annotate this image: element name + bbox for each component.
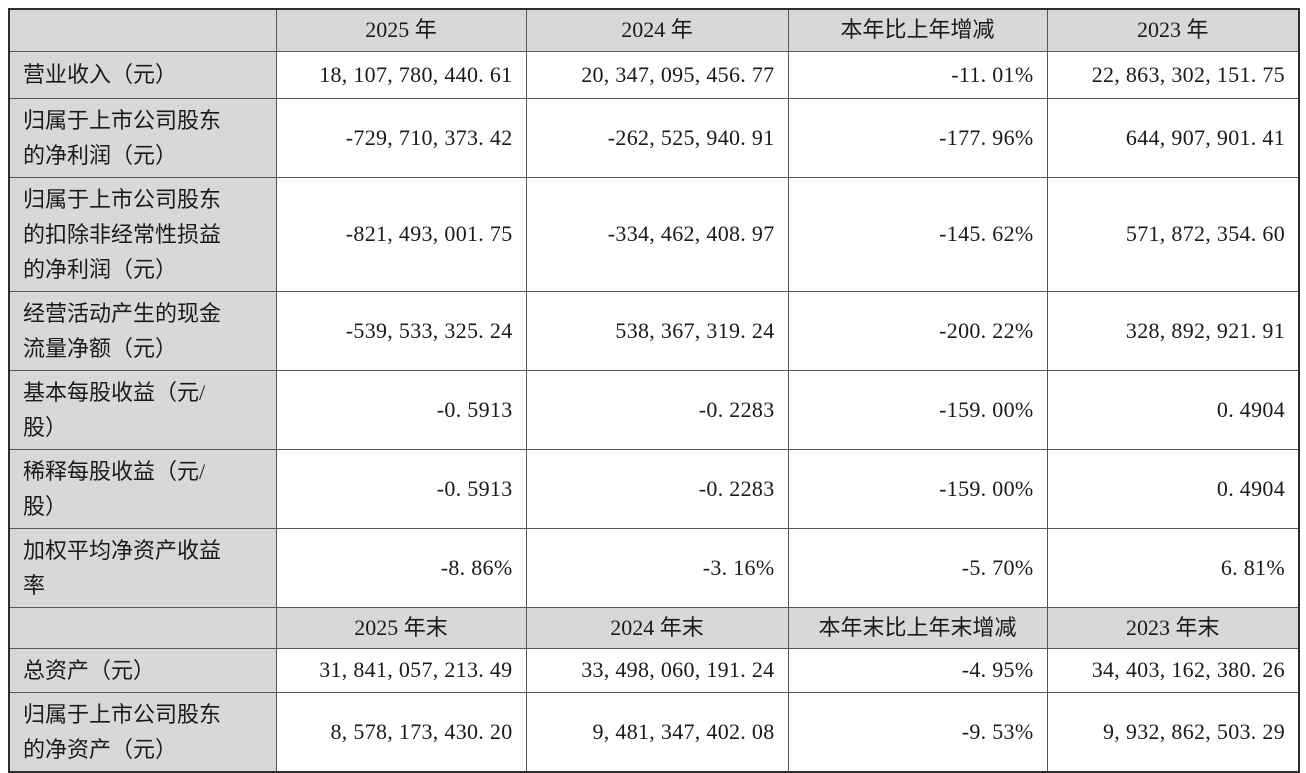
table-row-basic-eps: 基本每股收益（元/ 股） -0. 5913 -0. 2283 -159. 00%…: [8, 369, 1300, 450]
cell-value: -145. 62%: [787, 176, 1048, 292]
header-2024: 2024 年: [525, 8, 789, 52]
header-2023: 2023 年: [1046, 8, 1300, 52]
row-label: 经营活动产生的现金 流量净额（元）: [8, 290, 277, 371]
cell-value: 6. 81%: [1046, 527, 1300, 608]
cell-value: -8. 86%: [275, 527, 527, 608]
cell-value: -9. 53%: [787, 691, 1048, 772]
period-header-row: 2025 年 2024 年 本年比上年增减 2023 年: [8, 8, 1300, 52]
table-row-net-profit: 归属于上市公司股东 的净利润（元） -729, 710, 373. 42 -26…: [8, 97, 1300, 178]
yearend-header-row: 2025 年末 2024 年末 本年末比上年末增减 2023 年末: [8, 606, 1300, 649]
header-2023-end: 2023 年末: [1046, 606, 1300, 649]
cell-value: -729, 710, 373. 42: [275, 97, 527, 178]
header-2025-end: 2025 年末: [275, 606, 527, 649]
cell-value: -3. 16%: [525, 527, 789, 608]
row-label: 基本每股收益（元/ 股）: [8, 369, 277, 450]
financial-summary-sheet: 2025 年 2024 年 本年比上年增减 2023 年 营业收入（元） 18,…: [8, 8, 1300, 773]
cell-value: 0. 4904: [1046, 448, 1300, 529]
header-2024-end: 2024 年末: [525, 606, 789, 649]
cell-value: -4. 95%: [787, 647, 1048, 693]
row-label: 加权平均净资产收益 率: [8, 527, 277, 608]
header-2025: 2025 年: [275, 8, 527, 52]
row-label: 总资产（元）: [8, 647, 277, 693]
cell-value: 20, 347, 095, 456. 77: [525, 50, 789, 99]
financial-summary-table: 2025 年 2024 年 本年比上年增减 2023 年 营业收入（元） 18,…: [8, 8, 1300, 773]
cell-value: -262, 525, 940. 91: [525, 97, 789, 178]
cell-value: -0. 2283: [525, 369, 789, 450]
cell-value: 33, 498, 060, 191. 24: [525, 647, 789, 693]
cell-value: -11. 01%: [787, 50, 1048, 99]
cell-value: 22, 863, 302, 151. 75: [1046, 50, 1300, 99]
cell-value: 31, 841, 057, 213. 49: [275, 647, 527, 693]
cell-value: 34, 403, 162, 380. 26: [1046, 647, 1300, 693]
header-yoy-change: 本年比上年增减: [787, 8, 1048, 52]
cell-value: -159. 00%: [787, 369, 1048, 450]
table-row-net-assets: 归属于上市公司股东 的净资产（元） 8, 578, 173, 430. 20 9…: [8, 691, 1300, 772]
cell-value: -177. 96%: [787, 97, 1048, 178]
cell-value: -200. 22%: [787, 290, 1048, 371]
cell-value: 538, 367, 319. 24: [525, 290, 789, 371]
cell-value: 18, 107, 780, 440. 61: [275, 50, 527, 99]
row-label: 归属于上市公司股东 的净资产（元）: [8, 691, 277, 772]
row-label: 稀释每股收益（元/ 股）: [8, 448, 277, 529]
table-row-operating-cash-flow: 经营活动产生的现金 流量净额（元） -539, 533, 325. 24 538…: [8, 290, 1300, 371]
cell-value: 644, 907, 901. 41: [1046, 97, 1300, 178]
cell-value: 8, 578, 173, 430. 20: [275, 691, 527, 772]
cell-value: -5. 70%: [787, 527, 1048, 608]
cell-value: 0. 4904: [1046, 369, 1300, 450]
cell-value: -0. 5913: [275, 448, 527, 529]
cell-value: -821, 493, 001. 75: [275, 176, 527, 292]
cell-value: -159. 00%: [787, 448, 1048, 529]
table-row-total-assets: 总资产（元） 31, 841, 057, 213. 49 33, 498, 06…: [8, 647, 1300, 693]
table-row-diluted-eps: 稀释每股收益（元/ 股） -0. 5913 -0. 2283 -159. 00%…: [8, 448, 1300, 529]
cell-value: -334, 462, 408. 97: [525, 176, 789, 292]
header-yearend-change: 本年末比上年末增减: [787, 606, 1048, 649]
cell-value: 328, 892, 921. 91: [1046, 290, 1300, 371]
table-row-revenue: 营业收入（元） 18, 107, 780, 440. 61 20, 347, 0…: [8, 50, 1300, 99]
row-label: 营业收入（元）: [8, 50, 277, 99]
cell-value: 9, 932, 862, 503. 29: [1046, 691, 1300, 772]
cell-value: -0. 5913: [275, 369, 527, 450]
table-row-net-profit-excl-nonrecurring: 归属于上市公司股东 的扣除非经常性损益 的净利润（元） -821, 493, 0…: [8, 176, 1300, 292]
row-label: 归属于上市公司股东 的扣除非经常性损益 的净利润（元）: [8, 176, 277, 292]
row-label: 归属于上市公司股东 的净利润（元）: [8, 97, 277, 178]
cell-value: 571, 872, 354. 60: [1046, 176, 1300, 292]
table-row-weighted-roe: 加权平均净资产收益 率 -8. 86% -3. 16% -5. 70% 6. 8…: [8, 527, 1300, 608]
cell-value: -539, 533, 325. 24: [275, 290, 527, 371]
cell-value: -0. 2283: [525, 448, 789, 529]
corner-cell: [8, 8, 277, 52]
corner-cell: [8, 606, 277, 649]
cell-value: 9, 481, 347, 402. 08: [525, 691, 789, 772]
